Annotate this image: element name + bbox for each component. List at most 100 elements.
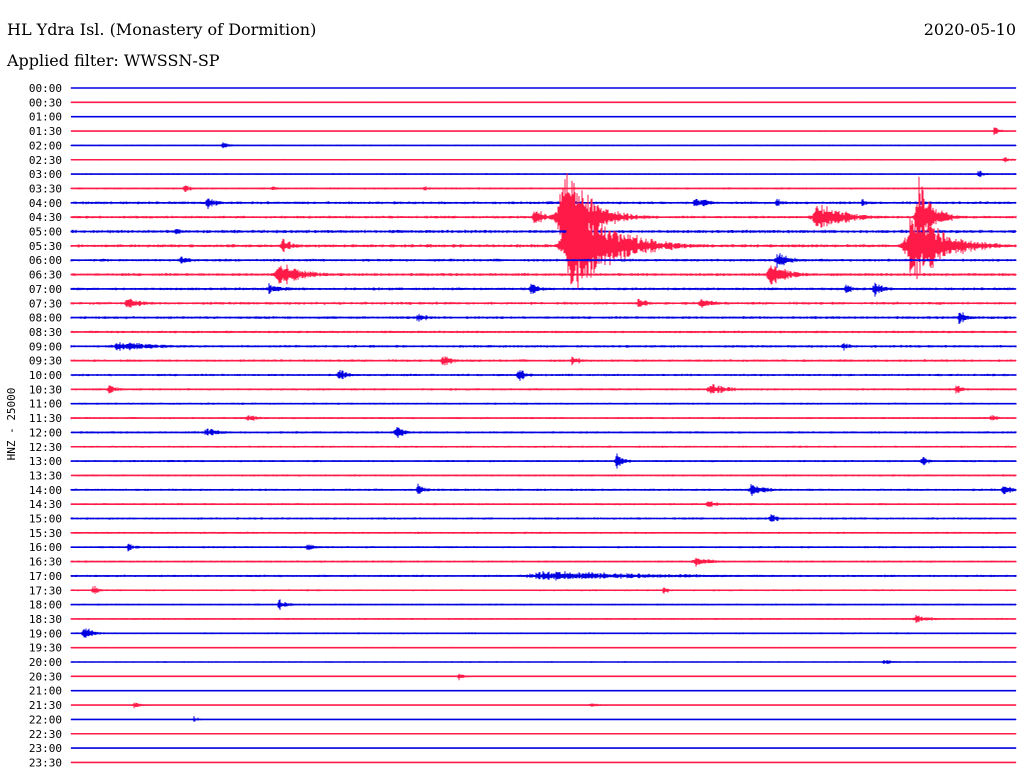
row-label-1430: 14:30	[29, 498, 62, 511]
seismic-traces	[70, 87, 1017, 764]
trace-row-1700	[70, 571, 1017, 581]
trace-row-2330	[70, 762, 1017, 763]
trace-row-2200	[70, 716, 1017, 722]
trace-row-2000	[70, 660, 1017, 664]
trace-row-0330	[70, 185, 1017, 192]
trace-row-1030	[70, 384, 1017, 394]
station-title: HL Ydra Isl. (Monastery of Dormition)	[7, 20, 317, 39]
trace-row-0130	[70, 127, 1017, 135]
trace-row-1300	[70, 453, 1017, 469]
row-label-0500: 05:00	[29, 226, 62, 239]
trace-row-0500	[70, 229, 1017, 235]
row-label-1500: 15:00	[29, 513, 62, 526]
trace-row-0930	[70, 356, 1017, 366]
trace-row-2030	[70, 673, 1017, 681]
trace-row-1630	[70, 557, 1017, 567]
trace-row-0630	[70, 264, 1017, 285]
trace-row-1100	[70, 402, 1017, 405]
trace-row-0700	[70, 282, 1017, 297]
row-label-1630: 16:30	[29, 556, 62, 569]
row-label-1830: 18:30	[29, 613, 62, 626]
trace-row-1900	[70, 628, 1017, 638]
trace-row-1500	[70, 514, 1017, 522]
row-label-1600: 16:00	[29, 541, 62, 554]
row-label-0730: 07:30	[29, 297, 62, 310]
row-label-2130: 21:30	[29, 699, 62, 712]
trace-row-0800	[70, 312, 1017, 324]
row-label-1400: 14:00	[29, 484, 62, 497]
row-label-1000: 10:00	[29, 369, 62, 382]
trace-row-0000	[70, 87, 1017, 89]
row-label-0300: 03:00	[29, 168, 62, 181]
row-label-1200: 12:00	[29, 426, 62, 439]
record-date: 2020-05-10	[923, 20, 1016, 39]
row-label-0400: 04:00	[29, 197, 62, 210]
y-axis-label: HNZ - 25000	[5, 388, 18, 461]
trace-row-0730	[70, 298, 1017, 308]
trace-row-0300	[70, 170, 1017, 178]
row-label-0000: 00:00	[29, 82, 62, 95]
trace-row-0830	[70, 330, 1017, 334]
row-label-0230: 02:30	[29, 154, 62, 167]
filter-label: Applied filter: WWSSN-SP	[7, 51, 220, 70]
row-label-1530: 15:30	[29, 527, 62, 540]
trace-row-0530	[70, 198, 1017, 290]
row-label-1230: 12:30	[29, 441, 62, 454]
row-label-1130: 11:30	[29, 412, 62, 425]
row-label-1900: 19:00	[29, 627, 62, 640]
trace-row-1530	[70, 531, 1017, 534]
row-label-2300: 23:00	[29, 742, 62, 755]
trace-row-0200	[70, 142, 1017, 149]
trace-row-1200	[70, 427, 1017, 438]
row-label-1300: 13:00	[29, 455, 62, 468]
trace-row-1130	[70, 415, 1017, 421]
trace-row-1930	[70, 646, 1017, 649]
row-label-2330: 23:30	[29, 756, 62, 769]
trace-row-2230	[70, 733, 1017, 735]
trace-row-2100	[70, 690, 1017, 692]
row-label-1730: 17:30	[29, 584, 62, 597]
row-label-0900: 09:00	[29, 340, 62, 353]
trace-row-1330	[70, 474, 1017, 477]
trace-row-0230	[70, 157, 1017, 163]
trace-row-0030	[70, 101, 1017, 103]
trace-row-1400	[70, 483, 1017, 496]
trace-row-0430	[70, 173, 1017, 260]
trace-row-1430	[70, 501, 1017, 508]
row-label-0200: 02:00	[29, 139, 62, 152]
trace-row-1230	[70, 445, 1017, 448]
trace-row-0900	[70, 342, 1017, 351]
trace-row-1730	[70, 585, 1017, 594]
row-label-0800: 08:00	[29, 312, 62, 325]
row-label-0600: 06:00	[29, 254, 62, 267]
row-label-1330: 13:30	[29, 469, 62, 482]
trace-row-2300	[70, 747, 1017, 749]
trace-row-0600	[70, 253, 1017, 268]
row-label-0630: 06:30	[29, 269, 62, 282]
row-label-0700: 07:00	[29, 283, 62, 296]
trace-row-0400	[70, 198, 1017, 209]
row-label-2000: 20:00	[29, 656, 62, 669]
row-label-0530: 05:30	[29, 240, 62, 253]
row-label-1800: 18:00	[29, 599, 62, 612]
trace-row-1600	[70, 543, 1017, 552]
row-label-2100: 21:00	[29, 685, 62, 698]
row-label-1700: 17:00	[29, 570, 62, 583]
row-label-0830: 08:30	[29, 326, 62, 339]
row-label-0430: 04:30	[29, 211, 62, 224]
row-label-2030: 20:30	[29, 670, 62, 683]
row-label-0030: 00:30	[29, 96, 62, 109]
trace-row-1800	[70, 599, 1017, 610]
trace-row-1830	[70, 615, 1017, 623]
row-label-1930: 19:30	[29, 642, 62, 655]
row-label-1100: 11:00	[29, 398, 62, 411]
row-label-1030: 10:30	[29, 383, 62, 396]
row-label-0930: 09:30	[29, 355, 62, 368]
row-label-0100: 01:00	[29, 111, 62, 124]
trace-row-0100	[70, 116, 1017, 118]
row-label-0130: 01:30	[29, 125, 62, 138]
row-label-2230: 22:30	[29, 728, 62, 741]
row-label-2200: 22:00	[29, 713, 62, 726]
